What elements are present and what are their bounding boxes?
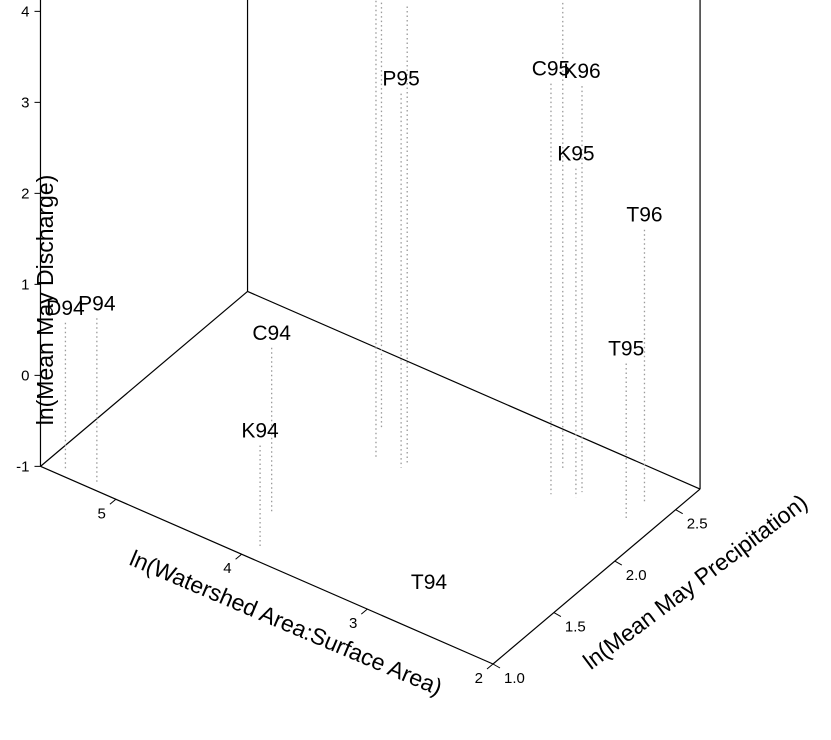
point-label-c95: C95: [532, 58, 571, 81]
z-tick-label: 4: [21, 3, 29, 20]
z-tick-label: 2: [21, 185, 29, 202]
z-tick-label: -1: [16, 458, 29, 475]
y-tick-mark: [675, 509, 683, 515]
point-labels: D94P94C94K94T94D95P95C95K95T95D96P96C96K…: [46, 0, 662, 594]
drop-lines: [64, 0, 646, 547]
point-label-c94: C94: [252, 322, 291, 345]
frame-edge-front-left: [40, 465, 494, 665]
z-tick-label: 0: [21, 367, 29, 384]
frame-edge-front-right: [492, 488, 701, 665]
y-tick-label: 2.5: [687, 516, 708, 533]
y-tick-mark: [492, 663, 501, 669]
point-label-p96: P96: [389, 0, 426, 4]
y-tick-label: 2.0: [626, 567, 647, 584]
z-tick-label: 1: [21, 276, 29, 293]
point-label-k96: K96: [563, 60, 600, 83]
x-tick-label: 4: [223, 560, 231, 577]
point-label-t95: T95: [608, 337, 644, 360]
x-tick-mark: [360, 608, 368, 615]
point-label-t96: T96: [626, 204, 662, 227]
frame-edge-back-left: [40, 290, 248, 467]
point-label-k95: K95: [557, 143, 594, 166]
point-label-p94: P94: [78, 292, 116, 315]
frame-edge-back-right: [247, 290, 701, 490]
z-tick-label: 3: [21, 94, 29, 111]
x-tick-mark: [109, 498, 117, 505]
x-tick-label: 2: [475, 670, 483, 687]
y-tick-mark: [553, 612, 562, 617]
x-tick-label: 3: [349, 615, 357, 632]
x-tick-mark: [235, 553, 242, 560]
x-tick-label: 5: [98, 505, 106, 522]
z-axis-label: ln(Mean May Discharge): [32, 175, 58, 426]
point-label-k94: K94: [241, 419, 279, 442]
x-tick-mark: [486, 663, 494, 670]
y-tick-label: 1.0: [504, 670, 525, 687]
axis-ticks: -101234523451.01.52.02.5: [16, 3, 708, 687]
point-label-p95: P95: [382, 68, 419, 91]
y-tick-label: 1.5: [565, 619, 586, 636]
point-label-d94: D94: [46, 297, 85, 320]
y-tick-mark: [614, 560, 623, 566]
point-label-t94: T94: [411, 571, 448, 594]
